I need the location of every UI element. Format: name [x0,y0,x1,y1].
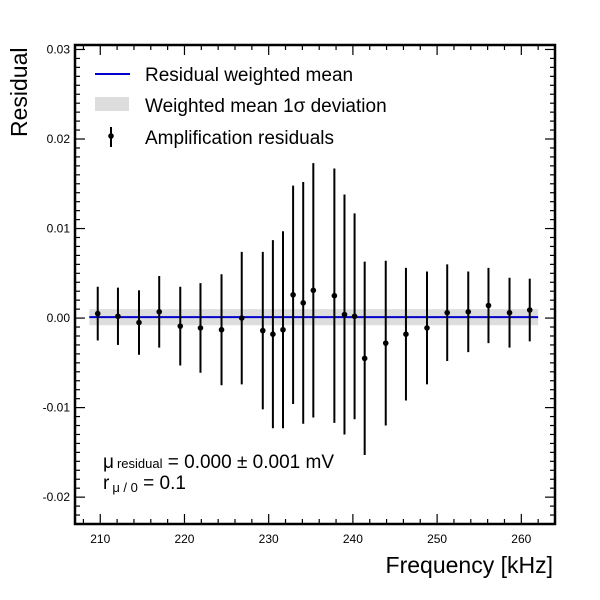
axis-ticks-layer: 210 220 230 240 250 260 -0.02 -0.01 0.00 0.01 0.02… [43,42,556,546]
y-axis-label: Residual [6,48,32,138]
data-point [485,302,492,309]
annotation-1-value: = 0.000 ± 0.001 mV [162,452,334,473]
x-tick-label: 260 [511,532,531,546]
legend-errorbar-marker [108,133,114,139]
y-tick-label: 0.02 [47,132,71,146]
data-point [136,319,142,326]
data-point [444,309,451,316]
data-point [94,310,101,317]
data-point [506,309,513,316]
data-point [382,340,389,346]
data-point [424,325,430,331]
x-tick-label: 230 [259,532,279,546]
annotation-2-subscript: μ / 0 [112,480,138,495]
legend-band-swatch [95,97,129,111]
annotation-1-subscript: residual [117,456,163,471]
x-tick-label: 210 [90,532,110,546]
data-point [300,300,307,306]
data-point [290,291,296,298]
data-point [331,292,338,299]
y-tick-label: 0.00 [47,311,71,325]
data-point [351,313,358,320]
x-tick-label: 240 [343,532,363,546]
data-point [238,315,245,321]
data-point [526,307,533,313]
data-points-layer [94,163,533,456]
x-axis-label: Frequency [kHz] [386,552,553,578]
data-point [197,325,204,331]
data-point [218,326,225,333]
annotation-2-value: = 0.1 [138,473,186,494]
legend: Residual weighted mean Weighted mean 1σ … [95,65,387,149]
data-point [156,309,163,315]
data-point [259,327,266,334]
data-point [341,311,348,318]
plot-frame [73,43,557,526]
annotation-1-symbol: μ [103,452,114,473]
y-tick-label: 0.01 [47,222,71,236]
x-tick-label: 220 [174,532,194,546]
data-point [177,323,184,329]
y-tick-label: -0.02 [43,490,71,504]
data-point [270,331,276,337]
x-tick-label: 250 [427,532,447,546]
y-tick-label: 0.03 [47,42,71,56]
legend-label-mean: Residual weighted mean [145,65,353,86]
data-point [465,309,472,315]
data-point [115,313,121,320]
legend-label-band: Weighted mean 1σ deviation [145,96,387,117]
data-point [280,326,286,333]
legend-label-errorbar: Amplification residuals [145,128,334,149]
annotation-line-1: μ residual = 0.000 ± 0.001 mV [103,452,334,473]
annotation-2-symbol: r [103,473,110,494]
data-point [403,331,409,337]
data-point [361,355,368,362]
data-point [310,287,317,294]
y-tick-label: -0.01 [43,401,71,415]
